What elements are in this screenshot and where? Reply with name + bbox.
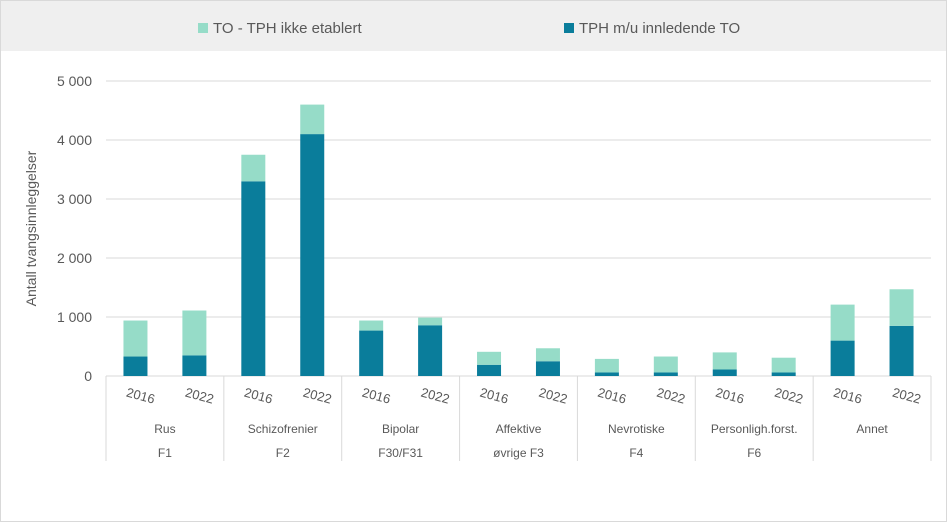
bar-segment-to-not-established	[123, 320, 148, 357]
group-name-label: Schizofrenier	[248, 422, 318, 436]
legend: TO - TPH ikke etablert TPH m/u innledend…	[1, 1, 946, 51]
group-code-label: øvrige F3	[493, 446, 544, 460]
y-tick-label: 0	[84, 368, 92, 384]
x-tick-year-label: 2022	[537, 385, 569, 407]
bar-segment-to-not-established	[653, 356, 678, 373]
x-tick-year-label: 2016	[125, 385, 157, 407]
bar-segment-to-not-established	[359, 320, 384, 331]
bar-segment-tph-with-to	[889, 325, 914, 376]
y-tick-label: 2 000	[57, 250, 92, 266]
bar-segment-tph-with-to	[594, 372, 619, 376]
bar-segment-tph-with-to	[241, 181, 266, 376]
bar-segment-tph-with-to	[535, 361, 560, 376]
bar-segment-to-not-established	[182, 310, 207, 356]
group-code-label: F1	[158, 446, 172, 460]
x-tick-year-label: 2016	[478, 385, 510, 407]
y-tick-label: 1 000	[57, 309, 92, 325]
x-tick-year-label: 2016	[832, 385, 864, 407]
x-tick-year-label: 2022	[891, 385, 923, 407]
bar-segment-tph-with-to	[300, 134, 325, 376]
bar-segment-to-not-established	[594, 358, 619, 373]
bar-segment-to-not-established	[889, 289, 914, 326]
bar-segment-tph-with-to	[359, 330, 384, 376]
x-tick-year-label: 2016	[360, 385, 392, 407]
bar-segment-to-not-established	[535, 348, 560, 362]
x-tick-year-label: 2022	[419, 385, 451, 407]
bar-segment-to-not-established	[477, 351, 502, 365]
group-name-label: Personligh.forst.	[711, 422, 798, 436]
y-tick-label: 3 000	[57, 191, 92, 207]
bar-segment-tph-with-to	[123, 356, 148, 376]
bar-segment-to-not-established	[241, 154, 266, 182]
group-code-label: F4	[629, 446, 643, 460]
bar-segment-tph-with-to	[771, 372, 796, 376]
group-name-label: Annet	[856, 422, 888, 436]
legend-item-to-not-established: TO - TPH ikke etablert	[198, 18, 362, 38]
bar-segment-to-not-established	[830, 304, 855, 341]
x-tick-year-label: 2022	[773, 385, 805, 407]
x-tick-year-label: 2022	[655, 385, 687, 407]
group-code-label: F6	[747, 446, 761, 460]
group-name-label: Affektive	[496, 422, 542, 436]
legend-label-to-not-established: TO - TPH ikke etablert	[213, 19, 362, 37]
legend-item-tph-with-to: TPH m/u innledende TO	[564, 18, 740, 38]
group-name-label: Bipolar	[382, 422, 419, 436]
bar-segment-to-not-established	[300, 104, 325, 135]
bar-segment-tph-with-to	[830, 340, 855, 376]
x-tick-year-label: 2022	[302, 385, 334, 407]
bar-segment-tph-with-to	[182, 355, 207, 376]
x-tick-year-label: 2016	[596, 385, 628, 407]
x-tick-year-label: 2016	[243, 385, 275, 407]
bar-segment-to-not-established	[418, 317, 443, 326]
bar-segment-to-not-established	[712, 352, 737, 370]
y-tick-label: 5 000	[57, 73, 92, 89]
x-tick-year-label: 2016	[714, 385, 746, 407]
bar-segment-tph-with-to	[712, 369, 737, 376]
group-code-label: F2	[276, 446, 290, 460]
group-code-label: F30/F31	[378, 446, 423, 460]
legend-swatch-tph-with-to	[564, 23, 574, 33]
legend-swatch-to-not-established	[198, 23, 208, 33]
group-name-label: Nevrotiske	[608, 422, 665, 436]
legend-label-tph-with-to: TPH m/u innledende TO	[579, 19, 741, 37]
bar-segment-tph-with-to	[653, 372, 678, 376]
group-name-label: Rus	[154, 422, 175, 436]
y-tick-label: 4 000	[57, 132, 92, 148]
bar-segment-to-not-established	[771, 357, 796, 373]
y-axis-title: Antall tvangsinnleggelser	[23, 150, 39, 306]
bar-segment-tph-with-to	[477, 364, 502, 376]
x-tick-year-label: 2022	[184, 385, 216, 407]
bar-segment-tph-with-to	[418, 325, 443, 376]
